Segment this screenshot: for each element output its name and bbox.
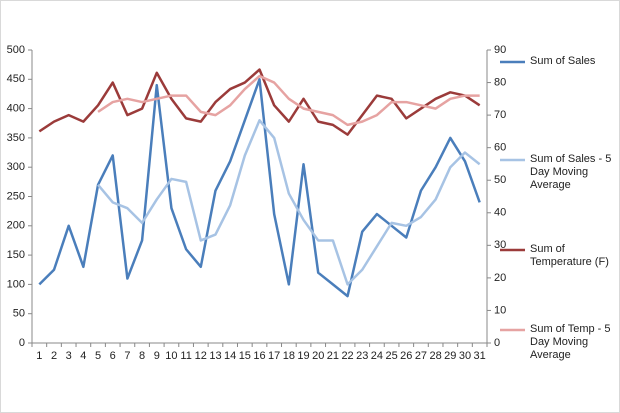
x-tick-label: 30 (459, 350, 471, 362)
x-tick-label: 18 (283, 350, 295, 362)
x-tick-label: 19 (297, 350, 309, 362)
x-tick-label: 7 (124, 350, 130, 362)
x-tick-label: 25 (385, 350, 397, 362)
y2-tick-label: 40 (494, 207, 506, 219)
legend-label: Sum of Temperature (F) (530, 243, 609, 268)
series-line (97, 119, 481, 286)
x-tick-label: 21 (327, 350, 339, 362)
x-tick-label: 20 (312, 350, 324, 362)
y-tick-label: 200 (7, 220, 25, 232)
y-tick-label: 50 (13, 308, 25, 320)
x-tick-label: 6 (110, 350, 116, 362)
x-tick-label: 17 (268, 350, 280, 362)
x-tick-label: 8 (139, 350, 145, 362)
x-tick-label: 1 (36, 350, 42, 362)
x-tick-label: 16 (253, 350, 265, 362)
x-tick-label: 5 (95, 350, 101, 362)
x-tick-label: 15 (239, 350, 251, 362)
x-tick-label: 26 (400, 350, 412, 362)
series-line (97, 74, 480, 127)
legend-label: Sum of Temp - 5 Day Moving Average (530, 323, 611, 361)
y-tick-label: 250 (7, 190, 25, 202)
y-tick-label: 100 (7, 278, 25, 290)
y2-tick-label: 10 (494, 304, 506, 316)
x-tick-label: 28 (430, 350, 442, 362)
x-tick-label: 22 (341, 350, 353, 362)
y-tick-label: 150 (7, 249, 25, 261)
y-tick-label: 500 (7, 44, 25, 56)
x-tick-label: 4 (80, 350, 86, 362)
y2-tick-label: 0 (494, 337, 500, 349)
y-tick-label: 350 (7, 132, 25, 144)
x-tick-label: 3 (66, 350, 72, 362)
x-tick-label: 31 (474, 350, 486, 362)
y-tick-label: 0 (19, 337, 25, 349)
x-tick-label: 27 (415, 350, 427, 362)
y2-tick-label: 80 (494, 76, 506, 88)
y2-tick-label: 70 (494, 109, 506, 121)
y2-tick-label: 30 (494, 239, 506, 251)
y2-tick-label: 50 (494, 174, 506, 186)
legend-label: Sum of Sales - 5 Day Moving Average (530, 153, 612, 191)
x-tick-label: 9 (154, 350, 160, 362)
y-tick-label: 450 (7, 73, 25, 85)
x-tick-label: 24 (371, 350, 383, 362)
x-tick-label: 14 (224, 350, 236, 362)
y-tick-label: 300 (7, 161, 25, 173)
series-line (38, 78, 481, 298)
y2-tick-label: 20 (494, 272, 506, 284)
legend-label: Sum of Sales (530, 55, 596, 67)
x-tick-label: 12 (195, 350, 207, 362)
series-line (38, 68, 481, 136)
x-tick-label: 11 (180, 350, 191, 362)
x-tick-label: 29 (444, 350, 456, 362)
x-tick-label: 10 (165, 350, 177, 362)
y-tick-label: 400 (7, 103, 25, 115)
y2-tick-label: 90 (494, 44, 506, 56)
y2-tick-label: 60 (494, 142, 506, 154)
x-tick-label: 13 (209, 350, 221, 362)
x-tick-label: 23 (356, 350, 368, 362)
x-tick-label: 2 (51, 350, 57, 362)
